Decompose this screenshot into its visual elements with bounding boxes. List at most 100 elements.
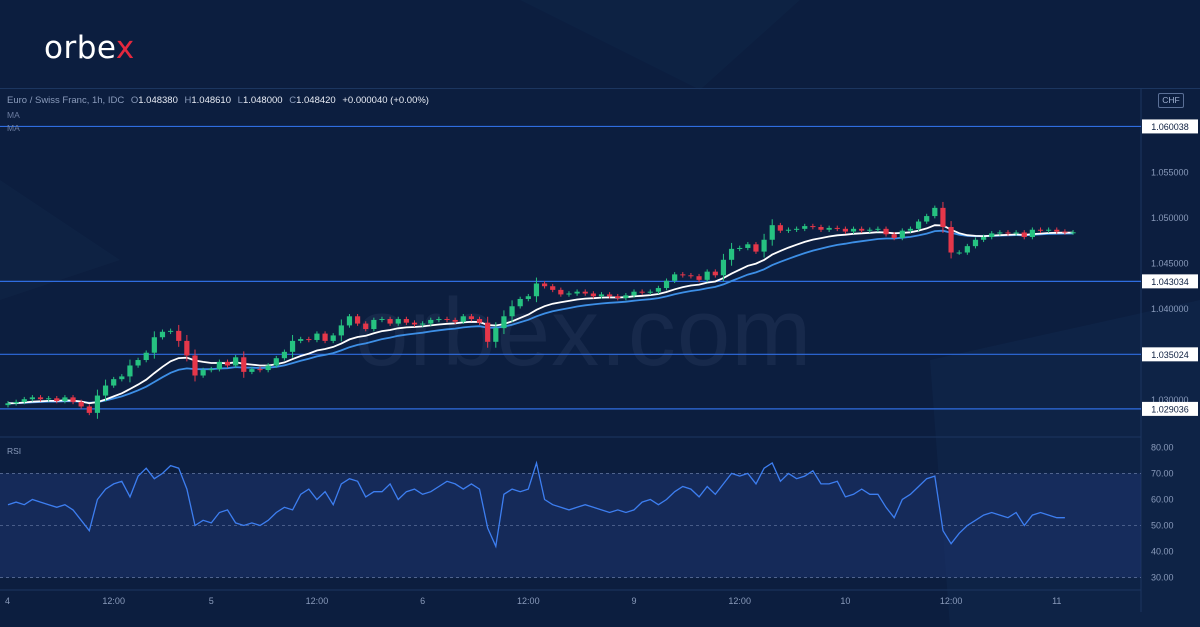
candle-body (265, 365, 271, 371)
ma-slow-line (7, 229, 1074, 405)
candle-body (468, 316, 475, 320)
time-tick-label: 9 (632, 596, 637, 606)
candle-body (314, 333, 320, 340)
candle-body (111, 379, 117, 386)
time-tick-label: 12:00 (940, 596, 963, 606)
time-tick-label: 4 (5, 596, 10, 606)
time-tick-label: 5 (209, 596, 214, 606)
candle-body (476, 319, 483, 323)
candle-body (769, 225, 775, 240)
candle-body (322, 333, 328, 341)
candle-body (281, 351, 288, 359)
ma-fast-label: MA (7, 110, 20, 120)
candle-body (257, 369, 263, 371)
orbex-logo: orbex (44, 30, 135, 66)
candle-body (363, 323, 369, 330)
time-tick-label: 12:00 (306, 596, 329, 606)
change-value: +0.000040 (+0.00%) (342, 95, 429, 106)
candle-body (460, 316, 466, 322)
candle-body (924, 216, 930, 222)
candle-body (867, 229, 873, 231)
rsi-tick-label: 40.00 (1151, 547, 1174, 557)
candle-body (127, 365, 133, 377)
time-tick-label: 12:00 (102, 596, 125, 606)
chart-legend: Euro / Swiss Franc, 1h, IDC O1.048380 H1… (7, 95, 429, 106)
ma-fast-line (7, 224, 1074, 405)
low-label: L (237, 95, 243, 106)
level-label: 1.043034 (1151, 277, 1189, 287)
candle-body (94, 395, 101, 413)
candle-body (728, 248, 735, 260)
level-label: 1.029036 (1151, 404, 1189, 414)
candle-body (550, 286, 556, 290)
candle-body (989, 233, 995, 238)
candle-body (655, 288, 661, 292)
candle-body (777, 225, 783, 231)
time-tick-label: 12:00 (517, 596, 540, 606)
candle-body (289, 340, 296, 352)
candle-body (696, 276, 702, 280)
candle-body (354, 316, 361, 324)
open-value: 1.048380 (138, 95, 178, 106)
candle-body (70, 397, 76, 402)
candle-body (151, 337, 157, 353)
candle-body (566, 293, 572, 295)
candle-body (493, 328, 499, 342)
candle-body (631, 291, 637, 296)
candle-body (607, 294, 613, 297)
candle-body (86, 406, 92, 413)
level-label: 1.060038 (1151, 122, 1189, 132)
candle-body (753, 244, 759, 252)
candle-body (672, 274, 678, 281)
candle-body (338, 325, 344, 336)
candle-body (785, 229, 792, 231)
candle-body (176, 330, 182, 341)
candle-body (574, 291, 580, 294)
candle-body (249, 369, 255, 372)
rsi-tick-label: 50.00 (1151, 521, 1174, 531)
candle-body (1013, 232, 1019, 234)
currency-badge[interactable]: CHF (1158, 93, 1184, 108)
level-label-box (1142, 119, 1198, 134)
rsi-tick-label: 60.00 (1151, 494, 1174, 504)
candle-body (818, 227, 824, 230)
candle-body (875, 228, 881, 230)
candle-body (737, 247, 743, 249)
candle-body (403, 319, 409, 323)
candle-body (411, 322, 418, 325)
candle-body (964, 246, 970, 253)
close-label: C (289, 95, 297, 106)
rsi-title: RSI (7, 446, 22, 456)
candle-body (907, 228, 914, 231)
candle-body (330, 335, 336, 341)
candle-body (956, 252, 962, 254)
candle-body (948, 227, 954, 253)
rsi-line (7, 460, 1065, 549)
candle-body (46, 398, 52, 400)
candle-body (208, 369, 214, 371)
watermark-text: orbex.com (355, 279, 813, 386)
candle-body (420, 323, 426, 325)
candle-body (135, 360, 141, 366)
close-value: 1.048420 (296, 95, 336, 106)
level-label-box (1142, 401, 1198, 416)
time-tick-label: 10 (840, 596, 850, 606)
candle-body (558, 289, 564, 295)
price-tick-label: 1.055000 (1151, 167, 1189, 177)
low-value: 1.048000 (242, 95, 283, 106)
rsi-tick-label: 80.00 (1151, 442, 1174, 452)
candle-body (168, 330, 174, 332)
candle-body (509, 306, 515, 317)
candle-body (794, 228, 800, 230)
candle-body (436, 319, 442, 321)
candle-body (1070, 232, 1076, 234)
candle-body (720, 259, 727, 276)
candle-body (119, 376, 125, 380)
candle-body (216, 361, 222, 370)
candle-body (159, 331, 166, 338)
candle-body (1046, 229, 1052, 231)
symbol-label: Euro / Swiss Franc, 1h, IDC (7, 95, 125, 106)
price-tick-label: 1.045000 (1151, 258, 1189, 268)
level-label-box (1142, 274, 1198, 289)
